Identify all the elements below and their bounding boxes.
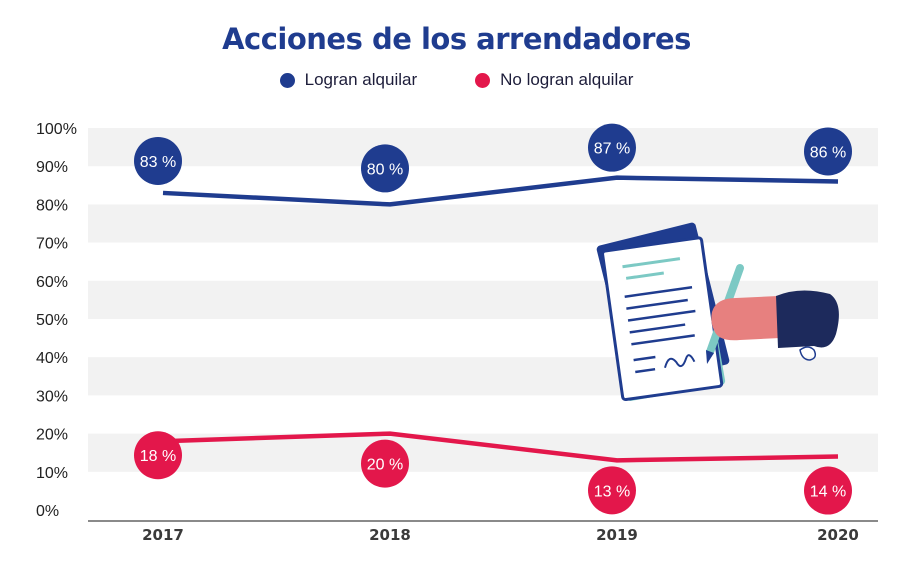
legend: Logran alquilar No logran alquilar (0, 70, 913, 90)
data-point (588, 466, 636, 515)
y-tick-label: 70% (36, 236, 68, 253)
legend-dot-icon (475, 72, 491, 88)
legend-label-logran: Logran alquilar (304, 70, 418, 89)
data-label: 13 % (594, 483, 630, 500)
y-tick-label: 40% (36, 350, 68, 367)
data-point (361, 144, 409, 193)
grid-band (88, 357, 878, 396)
x-category-label: 2018 (369, 526, 411, 544)
data-label: 20 % (367, 457, 403, 474)
data-markers: 83 % 80 % 87 % 86 % 18 % 20 % 13 % 14 % (134, 123, 852, 515)
y-tick-label: 60% (36, 274, 68, 291)
x-category-label: 2020 (817, 526, 859, 544)
series-lines (162, 175, 839, 463)
series-line (162, 175, 839, 207)
x-category-label: 2019 (596, 526, 638, 544)
data-label: 14 % (810, 484, 846, 501)
y-tick-label: 20% (36, 427, 68, 444)
data-point (588, 123, 636, 172)
x-category-label: 2017 (142, 526, 184, 544)
data-label: 87 % (594, 141, 630, 158)
y-tick-label: 0% (36, 503, 59, 520)
data-point (361, 439, 409, 488)
legend-item-no-logran: No logran alquilar (475, 70, 633, 90)
data-label: 80 % (367, 161, 403, 178)
data-label: 83 % (140, 154, 176, 171)
y-tick-label: 30% (36, 388, 68, 405)
legend-dot-icon (279, 72, 295, 88)
grid-band (88, 128, 878, 167)
y-tick-label: 80% (36, 197, 68, 214)
data-point (804, 127, 852, 176)
data-label: 18 % (140, 448, 176, 465)
document-signing-illustration (596, 222, 839, 402)
grid-band (88, 204, 878, 243)
series-line (162, 431, 839, 463)
data-point (804, 466, 852, 515)
data-label: 86 % (810, 144, 846, 161)
x-axis-categories: 2017 2018 2019 2020 (142, 526, 859, 544)
y-tick-label: 10% (36, 465, 68, 482)
y-tick-label: 100% (36, 121, 77, 138)
y-tick-label: 50% (36, 312, 68, 329)
legend-item-logran: Logran alquilar (279, 70, 418, 90)
chart-title: Acciones de los arrendadores (222, 22, 691, 56)
legend-label-no-logran: No logran alquilar (500, 70, 634, 89)
data-point (134, 136, 182, 185)
y-tick-label: 90% (36, 159, 68, 176)
y-axis-ticks: 100% 90% 80% 70% 60% 50% 40% 30% 20% 10% 0% (36, 121, 77, 520)
data-point (134, 431, 182, 480)
